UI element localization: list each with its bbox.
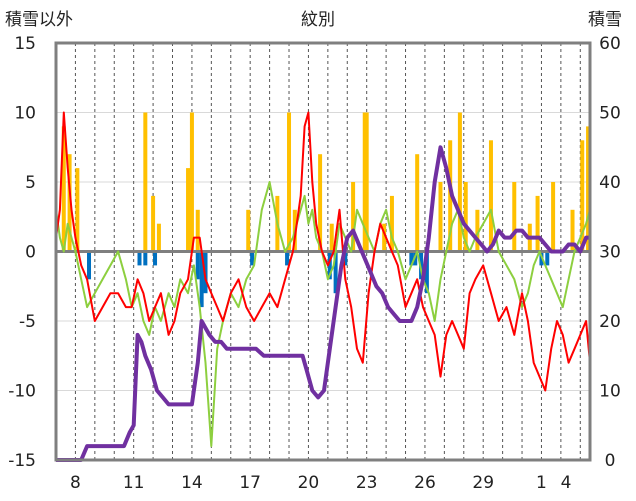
min_temp-line [55,181,591,448]
right-tick-label: 0 [605,451,616,471]
x-tick-label: 17 [239,473,261,493]
right-tick-label: 10 [599,382,621,402]
snow_decrease-bar [545,251,550,266]
snowfall-bar [143,112,148,252]
left-axis-label: 積雪以外 [5,10,73,30]
snowfall-bar [535,195,540,252]
snowfall-bar [580,140,585,252]
left-tick-label: -5 [19,312,36,332]
snow_decrease-bar [327,251,332,280]
x-tick-label: 26 [414,473,436,493]
snowfall-bar [67,154,72,252]
snowfall-bar [186,168,191,252]
snow_decrease-bar [199,251,204,308]
snowfall-bar [189,112,194,252]
x-tick-label: 20 [298,473,320,493]
snowfall-bar [156,223,161,252]
left-ticks: 15 10 5 0 -5 -10 -15 [8,34,36,471]
snowfall-bar [438,182,443,252]
snow_decrease-bar [137,251,142,266]
snowfall-bar [570,209,575,252]
snowfall-bar [318,154,323,252]
left-tick-label: 15 [14,34,36,54]
snowfall-bar [551,182,556,252]
x-tick-label: 29 [472,473,494,493]
snowfall-bar [151,195,156,252]
right-ticks: 60 50 40 30 20 10 0 [599,34,621,471]
snow_decrease-bar [195,251,200,280]
snow_decrease-bar [343,251,348,266]
max_temp-line [55,111,591,392]
x-tick-label: 23 [356,473,378,493]
lines [55,111,591,462]
left-tick-label: -15 [8,451,36,471]
snowfall-bar [364,112,369,252]
x-tick-label: 11 [123,473,145,493]
snowfall-bar [61,126,66,252]
snowfall-bar [195,209,200,252]
left-tick-label: 0 [25,243,36,263]
snow_decrease-bar [153,251,158,266]
right-tick-label: 30 [599,243,621,263]
snow_decrease-bar [250,251,255,266]
snowfall-bar [351,182,356,252]
snowfall-bar [415,154,420,252]
snow_decrease-bar [143,251,148,266]
right-tick-label: 20 [599,312,621,332]
snow_decrease-bar [87,251,92,280]
snowfall-bar [287,112,292,252]
snow_depth-line [56,145,590,462]
snowfall-bar [512,182,517,252]
snow_decrease-bar [333,251,338,294]
right-tick-label: 40 [599,173,621,193]
x-tick-label: 14 [181,473,203,493]
snow_decrease-bar [424,251,429,294]
snowfall-bar [586,126,591,252]
bars [61,112,591,308]
snowfall-bar [463,182,468,252]
left-tick-label: 5 [25,173,36,193]
chart-title: 紋別 [301,10,335,30]
snowfall-bar [475,209,480,252]
plot-frame [54,41,592,462]
snow_decrease-bar [285,251,290,266]
x-tick-label: 1 [536,473,547,493]
snow_decrease-bar [409,251,414,266]
snowfall-bar [457,112,462,252]
right-tick-label: 50 [599,104,621,124]
snowfall-bar [382,223,387,252]
snowfall-bar [246,209,251,252]
snowfall-bar [488,140,493,252]
left-tick-label: -10 [8,382,36,402]
left-tick-label: 10 [14,104,36,124]
x-tick-label: 4 [561,473,572,493]
snowfall-bar [389,195,394,252]
x-tick-label: 8 [70,473,81,493]
right-axis-label: 積雪 [588,10,622,30]
x-ticks: 8 11 14 17 20 23 26 29 1 4 [70,473,571,493]
snowfall-bar [329,223,334,252]
right-tick-label: 60 [599,34,621,54]
snowfall-bar [75,168,80,252]
